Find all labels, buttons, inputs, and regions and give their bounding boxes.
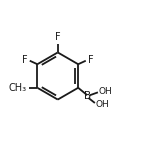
- Text: OH: OH: [96, 100, 110, 109]
- Text: F: F: [22, 55, 28, 65]
- Text: CH₃: CH₃: [8, 83, 26, 93]
- Text: B: B: [85, 91, 92, 101]
- Text: OH: OH: [99, 87, 113, 96]
- Text: F: F: [55, 32, 61, 42]
- Text: F: F: [88, 55, 93, 65]
